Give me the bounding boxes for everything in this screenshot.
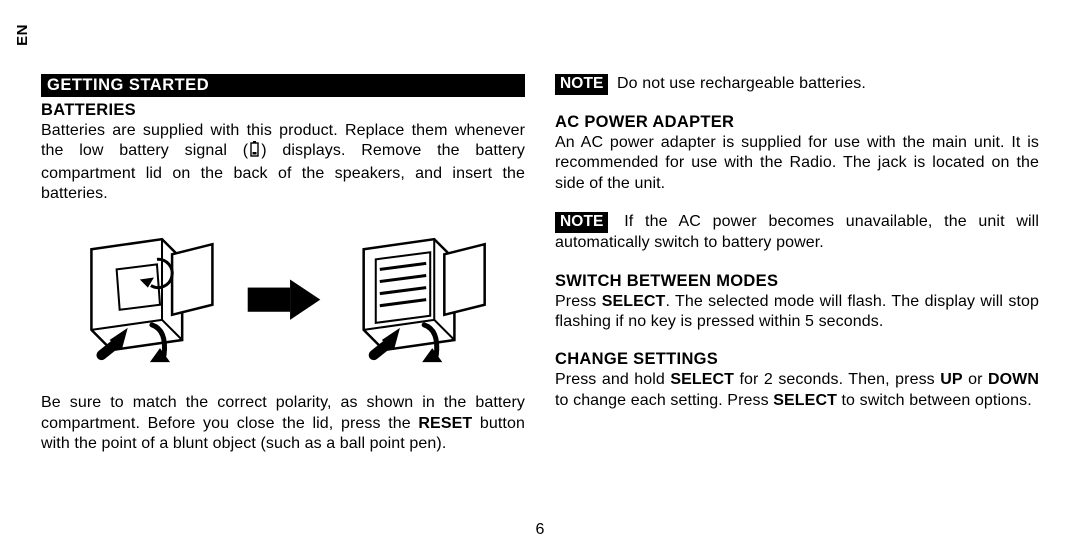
ac-adapter-paragraph: An AC power adapter is supplied for use … [555,133,1039,194]
section-heading-getting-started: GETTING STARTED [41,74,525,97]
subhead-ac-adapter: AC POWER ADAPTER [555,113,1039,132]
reset-label: RESET [418,415,472,432]
subhead-batteries: BATTERIES [41,101,525,120]
text: If the AC power becomes unavailable, the… [555,213,1039,251]
low-battery-icon [248,141,261,163]
text: Press [555,293,602,310]
page-number: 6 [0,521,1080,539]
batteries-paragraph-2: Be sure to match the correct polarity, a… [41,393,525,454]
text: to switch between options. [837,392,1032,409]
text: for 2 seconds. Then, press [734,371,940,388]
language-tab: EN [12,20,33,50]
page-content: GETTING STARTED BATTERIES Batteries are … [41,74,1039,531]
select-label: SELECT [602,293,666,310]
text: Press and hold [555,371,670,388]
change-settings-paragraph: Press and hold SELECT for 2 seconds. The… [555,370,1039,411]
text: Do not use rechargeable batteries. [612,75,865,92]
subhead-switch-modes: SWITCH BETWEEN MODES [555,272,1039,291]
up-label: UP [940,371,962,388]
select-label: SELECT [670,371,734,388]
switch-modes-paragraph: Press SELECT. The selected mode will fla… [555,292,1039,333]
text: or [963,371,988,388]
note-no-rechargeable: NOTE Do not use rechargeable batteries. [555,74,1039,95]
left-column: GETTING STARTED BATTERIES Batteries are … [41,74,525,531]
subhead-change-settings: CHANGE SETTINGS [555,350,1039,369]
note-ac-fallback: NOTE If the AC power becomes unavailable… [555,212,1039,253]
note-label: NOTE [555,212,608,233]
right-column: NOTE Do not use rechargeable batteries. … [555,74,1039,531]
down-label: DOWN [988,371,1039,388]
note-label: NOTE [555,74,608,95]
battery-install-diagram [41,219,525,380]
select-label: SELECT [773,392,837,409]
batteries-paragraph-1: Batteries are supplied with this product… [41,121,525,205]
text: to change each setting. Press [555,392,773,409]
